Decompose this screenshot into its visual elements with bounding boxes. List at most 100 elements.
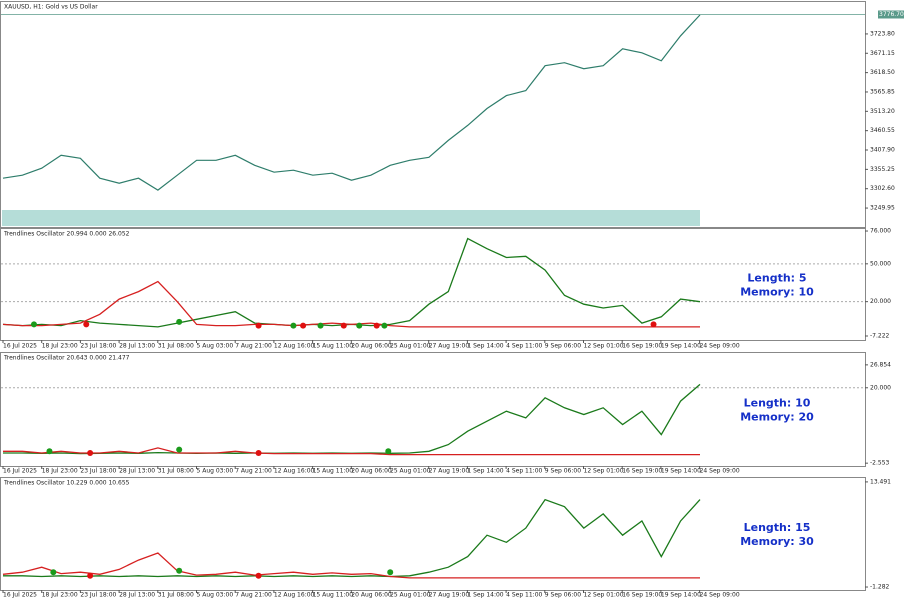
x-tick-label: 19 Sep 14:00 (661, 592, 701, 599)
x-tick-label: 20 Aug 06:00 (351, 592, 392, 599)
x-tick-label: 28 Jul 13:00 (119, 592, 155, 599)
x-tick-label: 28 Jul 13:00 (119, 343, 155, 350)
signal-dot (356, 322, 363, 329)
signal-dot (381, 322, 388, 329)
signal-dot (317, 322, 324, 329)
y-tick-label: -2.553 (870, 460, 890, 467)
x-tick-label: 12 Sep 01:00 (584, 468, 624, 475)
x-tick-label: 18 Jul 23:00 (42, 468, 78, 475)
annotation: Length: 5 (747, 271, 806, 284)
x-tick-label: 16 Sep 19:00 (622, 468, 662, 475)
x-tick-label: 24 Sep 09:00 (700, 343, 740, 350)
signal-dot (300, 322, 307, 329)
x-tick-label: 12 Sep 01:00 (584, 592, 624, 599)
y-tick-label: -7.222 (870, 332, 890, 339)
panel-title: XAUUSD, H1: Gold vs US Dollar (4, 4, 98, 11)
x-tick-label: 16 Jul 2025 (3, 343, 37, 350)
x-tick-label: 15 Aug 11:00 (313, 592, 354, 599)
price-line (2, 14, 701, 191)
current-price-box (878, 10, 904, 19)
x-tick-label: 9 Sep 06:00 (545, 592, 581, 599)
oscillator-line (2, 280, 700, 328)
panel-frame (0, 1, 866, 228)
x-tick-label: 5 Aug 03:00 (197, 343, 234, 350)
x-tick-label: 1 Sep 14:00 (467, 592, 503, 599)
panel-frame (0, 477, 866, 591)
y-tick-label: 3513.20 (870, 108, 895, 115)
panel-title: Trendlines Oscillator 20.643 0.000 21.47… (3, 355, 130, 362)
x-tick-label: 27 Aug 19:00 (429, 343, 470, 350)
x-tick-label: 4 Sep 11:00 (506, 343, 542, 350)
x-tick-label: 16 Sep 19:00 (622, 592, 662, 599)
x-tick-label: 9 Sep 06:00 (545, 343, 581, 350)
signal-dot (87, 449, 94, 456)
x-tick-label: 5 Aug 03:00 (197, 592, 234, 599)
x-tick-label: 24 Sep 09:00 (700, 468, 740, 475)
signal-dot (340, 322, 347, 329)
signal-dot (255, 572, 262, 579)
annotation: Memory: 20 (740, 410, 814, 423)
x-tick-label: 12 Aug 16:00 (274, 468, 315, 475)
panel-title: Trendlines Oscillator 10.229 0.000 10.65… (3, 480, 130, 487)
y-tick-label: 3249.95 (870, 205, 895, 212)
y-tick-label: -1.282 (870, 584, 890, 591)
x-tick-label: 31 Jul 08:00 (158, 468, 194, 475)
x-tick-label: 19 Sep 14:00 (661, 343, 701, 350)
x-tick-label: 16 Sep 19:00 (622, 343, 662, 350)
y-tick-label: 20.000 (870, 384, 891, 391)
x-tick-label: 25 Aug 01:00 (390, 343, 431, 350)
y-tick-label: 3723.80 (870, 30, 895, 37)
oscillator-line (3, 447, 700, 456)
x-tick-label: 27 Aug 19:00 (429, 592, 470, 599)
x-tick-label: 19 Sep 14:00 (661, 468, 701, 475)
y-tick-label: 13.491 (870, 478, 891, 485)
panel-frame (0, 352, 866, 467)
panel-title: Trendlines Oscillator 20.994 0.000 26.05… (3, 231, 130, 238)
annotation: Memory: 10 (740, 285, 814, 298)
x-tick-label: 15 Aug 11:00 (313, 468, 354, 475)
signal-dot (87, 572, 94, 579)
annotation: Length: 10 (744, 396, 811, 409)
signal-dot (650, 321, 657, 328)
oscillator-line (2, 552, 700, 579)
signal-dot (50, 569, 57, 576)
annotation: Length: 15 (744, 521, 811, 534)
x-tick-label: 23 Jul 18:00 (80, 592, 116, 599)
signal-dot (30, 321, 37, 328)
x-tick-label: 12 Aug 16:00 (274, 343, 315, 350)
x-tick-label: 16 Jul 2025 (3, 592, 37, 599)
x-tick-label: 4 Sep 11:00 (506, 592, 542, 599)
x-tick-label: 18 Jul 23:00 (42, 343, 78, 350)
signal-dot (255, 449, 262, 456)
y-tick-label: 3460.55 (870, 127, 895, 134)
y-tick-label: 3355.25 (870, 166, 895, 173)
x-tick-label: 23 Jul 18:00 (80, 468, 116, 475)
x-tick-label: 4 Sep 11:00 (506, 468, 542, 475)
signal-dot (176, 318, 183, 325)
x-tick-label: 23 Jul 18:00 (80, 343, 116, 350)
y-tick-label: 50.000 (870, 260, 891, 267)
x-tick-label: 20 Aug 06:00 (351, 468, 392, 475)
signal-dot (46, 448, 53, 455)
current-price-label: 3776.70 (879, 11, 904, 18)
y-tick-label: 76.000 (870, 228, 891, 235)
x-tick-label: 1 Sep 14:00 (467, 468, 503, 475)
x-tick-label: 24 Sep 09:00 (700, 592, 740, 599)
x-tick-label: 25 Aug 01:00 (390, 468, 431, 475)
x-tick-label: 12 Sep 01:00 (584, 343, 624, 350)
x-tick-label: 25 Aug 01:00 (390, 592, 431, 599)
x-tick-label: 7 Aug 21:00 (235, 592, 272, 599)
x-tick-label: 28 Jul 13:00 (119, 468, 155, 475)
x-tick-label: 12 Aug 16:00 (274, 592, 315, 599)
panel-frame (0, 228, 866, 341)
x-tick-label: 7 Aug 21:00 (235, 468, 272, 475)
x-tick-label: 20 Aug 06:00 (351, 343, 392, 350)
signal-dot (255, 322, 262, 329)
y-tick-label: 3565.85 (870, 88, 895, 95)
x-tick-label: 27 Aug 19:00 (429, 468, 470, 475)
x-tick-label: 16 Jul 2025 (3, 468, 37, 475)
x-tick-label: 31 Jul 08:00 (158, 343, 194, 350)
x-tick-label: 5 Aug 03:00 (197, 468, 234, 475)
